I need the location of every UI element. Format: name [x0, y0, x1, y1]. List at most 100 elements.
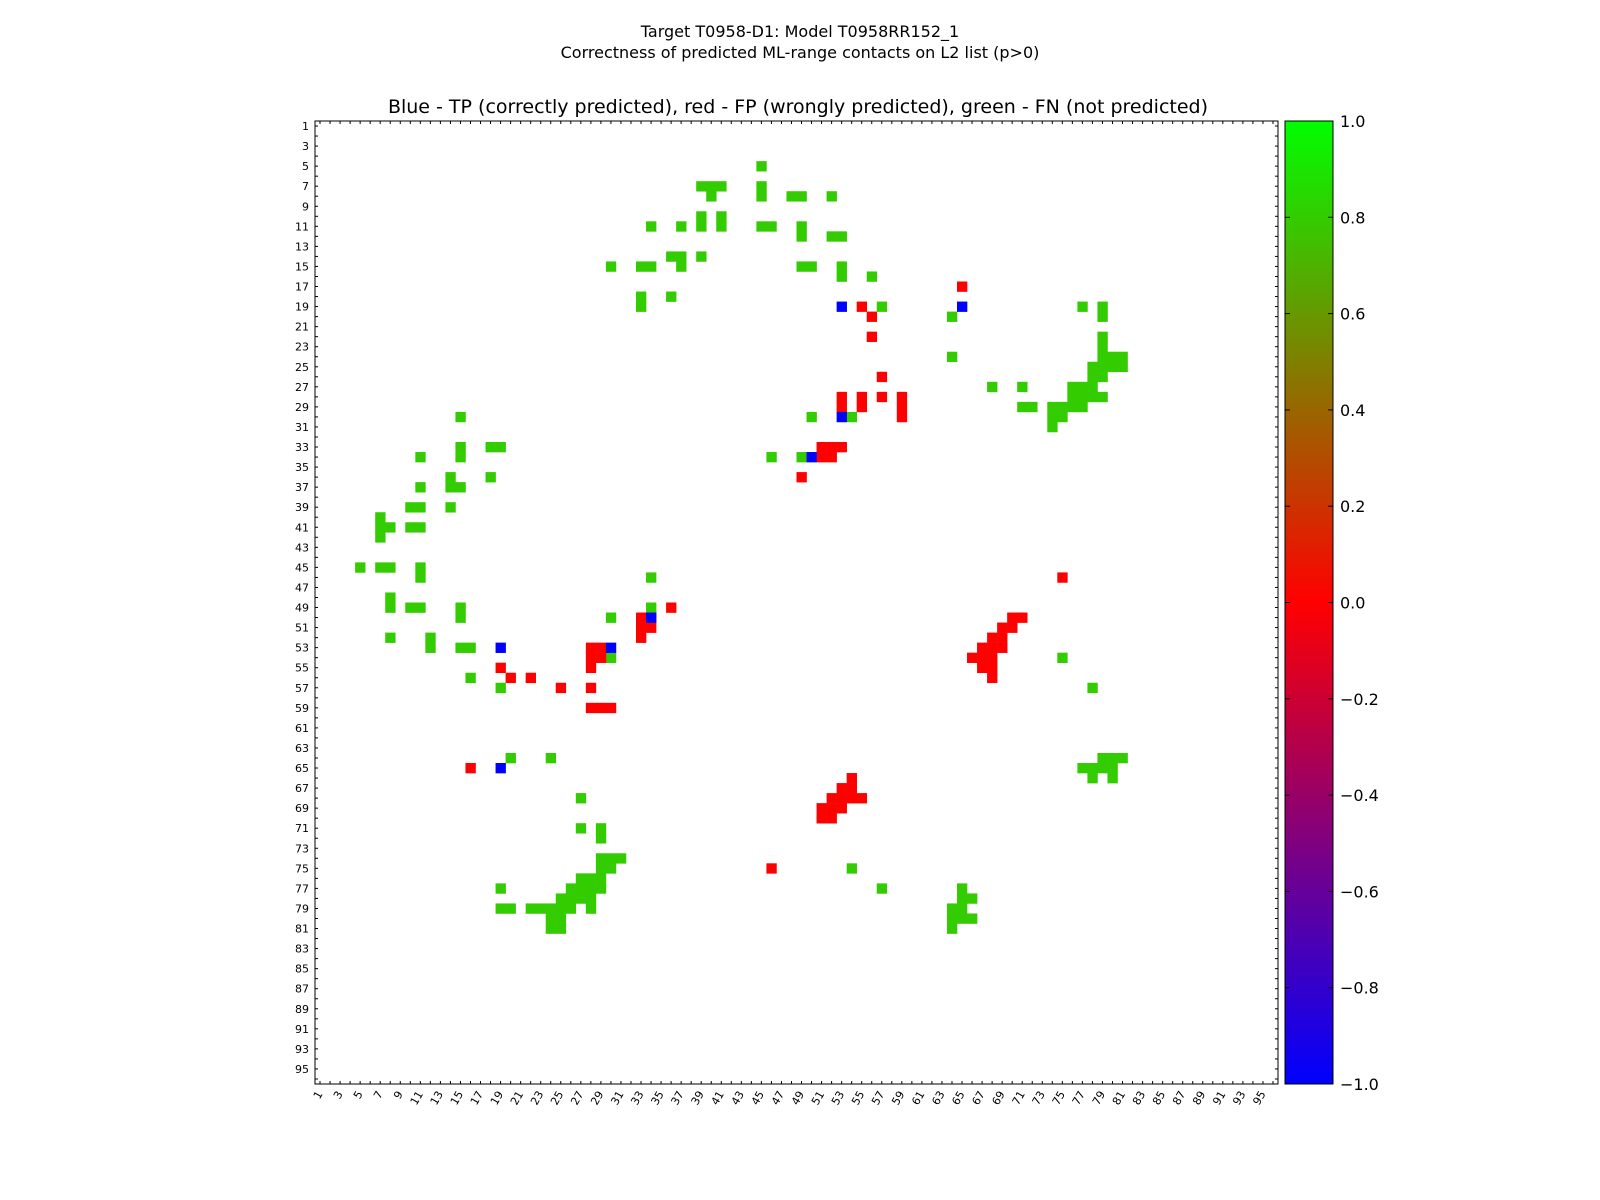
cell-fp [876, 371, 888, 383]
y-tick-label: 19 [295, 301, 309, 314]
cell-fn [385, 602, 396, 613]
cell-fp [636, 632, 647, 643]
cell-fp [866, 311, 878, 322]
cell-fp [555, 682, 567, 694]
x-tick-label: 9 [391, 1089, 406, 1102]
x-tick-label: 59 [889, 1089, 907, 1108]
y-tick-label: 53 [295, 642, 309, 655]
colorbar-tick-label: −0.2 [1340, 690, 1379, 709]
cell-fn [1087, 773, 1098, 784]
x-tick-label: 49 [789, 1089, 807, 1108]
cell-fn [445, 482, 456, 493]
cell-fn [455, 482, 466, 493]
y-tick-label: 31 [295, 421, 309, 434]
x-tick-label: 3 [331, 1089, 346, 1102]
cell-fn [967, 893, 978, 904]
cell-fn [706, 181, 717, 192]
cell-fn [415, 522, 426, 533]
colorbar-ticks: 1.0 0.8 0.6 0.4 0.2 0.0 −0.2 −0.4 −0.6 −0.8 −1.0 [1285, 112, 1379, 1094]
cell-fn [946, 311, 958, 322]
y-tick-label: 51 [295, 622, 309, 635]
cell-fn [585, 883, 597, 894]
x-tick-label: 29 [588, 1089, 606, 1108]
cell-fp [826, 813, 837, 824]
cell-fn [636, 291, 647, 302]
cell-fn [846, 863, 857, 874]
cell-fp [836, 391, 847, 403]
colorbar [1284, 120, 1334, 1085]
x-tick-label: 77 [1070, 1089, 1088, 1108]
cell-fn [415, 452, 426, 463]
cell-fn [636, 261, 647, 272]
cell-fp [836, 401, 847, 413]
cell-fn [756, 181, 767, 192]
cell-fp [896, 391, 908, 403]
cell-fp [585, 642, 597, 653]
x-tick-label: 23 [528, 1089, 546, 1108]
y-tick-label: 55 [295, 662, 309, 675]
cell-fn [836, 261, 847, 272]
cell-tp [646, 612, 657, 623]
y-tick-label: 39 [295, 501, 309, 514]
y-tick-label: 85 [295, 963, 309, 976]
cell-fn [957, 903, 968, 914]
cell-fn [646, 572, 657, 583]
x-tick-label: 25 [548, 1089, 566, 1108]
x-tick-label: 7 [371, 1089, 386, 1102]
cell-fp [826, 793, 837, 804]
cell-fp [836, 803, 847, 814]
colorbar-tick-label: −0.4 [1340, 786, 1379, 805]
cell-fn [1047, 411, 1058, 423]
cell-fn [1107, 752, 1118, 764]
cell-fp [997, 632, 1008, 643]
cell-fp [595, 652, 607, 663]
cell-fn [1097, 752, 1108, 764]
cell-fn [1097, 331, 1108, 342]
cell-fn [375, 532, 386, 543]
cell-fp [957, 281, 968, 292]
cell-fn [415, 602, 426, 613]
cell-fn [987, 381, 998, 393]
x-tick-label: 57 [869, 1089, 887, 1108]
x-tick-label: 69 [990, 1089, 1008, 1108]
cell-fn [385, 592, 396, 603]
cell-fn [1067, 391, 1078, 403]
cell-fn [455, 642, 466, 653]
cell-tp [836, 411, 847, 423]
cell-fn [946, 903, 958, 914]
cell-fn [485, 442, 496, 453]
y-tick-label: 77 [295, 882, 309, 895]
cell-fn [405, 522, 416, 533]
cell-fn [415, 572, 426, 583]
cell-fn [1047, 421, 1058, 433]
cell-fn [756, 161, 767, 172]
y-tick-label: 65 [295, 762, 309, 775]
cell-fp [816, 813, 827, 824]
x-tick-label: 83 [1130, 1089, 1148, 1108]
cell-fp [646, 622, 657, 633]
cell-fp [826, 803, 837, 814]
x-tick-label: 45 [749, 1089, 767, 1108]
cell-fp [525, 672, 536, 684]
cell-fn [525, 903, 536, 914]
cell-fn [595, 863, 607, 874]
cell-fp [1007, 622, 1018, 633]
y-tick-label: 93 [295, 1043, 309, 1056]
cell-fp [836, 783, 847, 794]
cell-fn [646, 261, 657, 272]
cell-fn [385, 562, 396, 573]
cell-fp [595, 642, 607, 653]
cell-fp [465, 763, 476, 774]
cell-fn [796, 452, 807, 463]
cell-fp [1017, 612, 1028, 623]
colorbar-tick-label: −1.0 [1340, 1075, 1379, 1094]
cell-fn [676, 261, 687, 272]
cell-fp [856, 301, 868, 312]
cell-fn [716, 221, 727, 232]
x-tick-label: 79 [1090, 1089, 1108, 1108]
cell-fn [495, 442, 506, 453]
x-tick-label: 75 [1050, 1089, 1068, 1108]
cell-tp [957, 301, 968, 312]
cell-fn [796, 191, 807, 202]
cell-fn [505, 752, 516, 764]
